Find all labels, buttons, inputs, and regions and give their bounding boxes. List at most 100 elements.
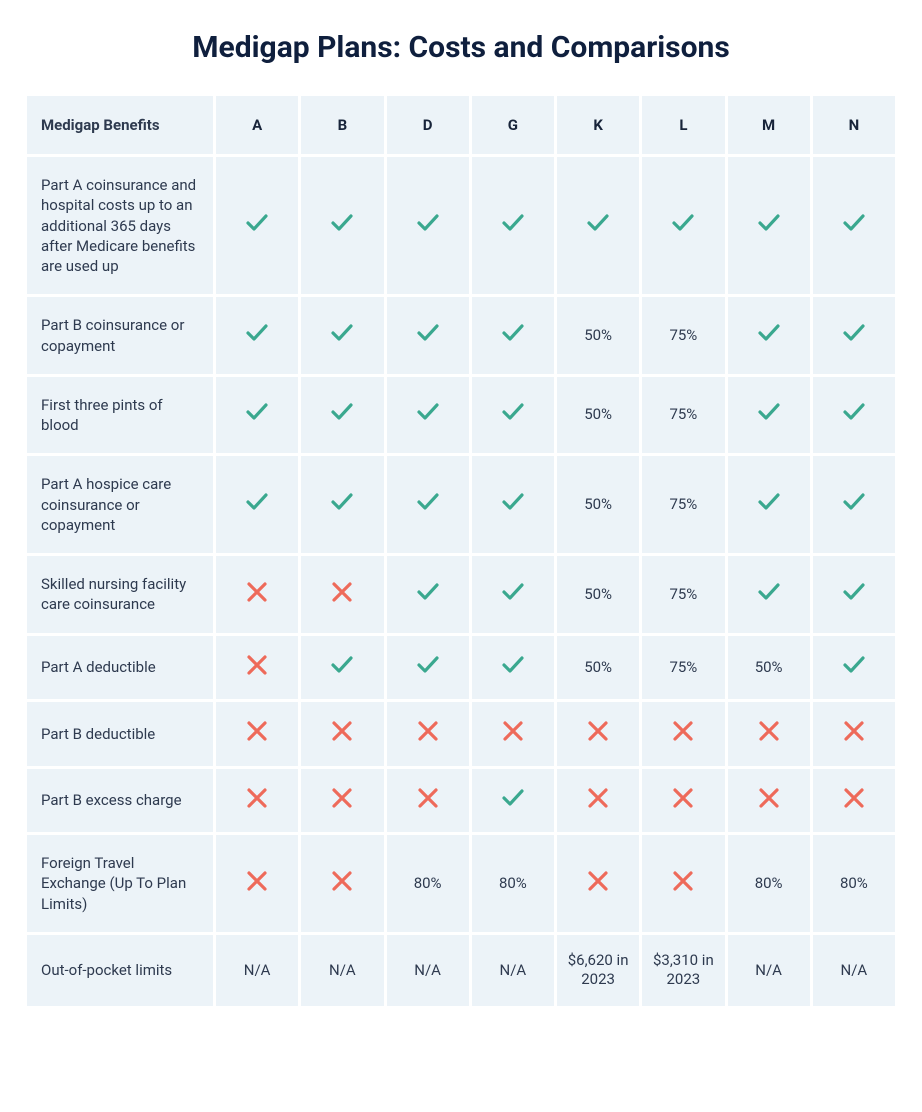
plan-cell <box>642 769 724 833</box>
check-icon <box>756 399 782 425</box>
check-icon <box>415 320 441 346</box>
check-icon <box>415 399 441 425</box>
cross-icon <box>415 718 441 744</box>
page-title: Medigap Plans: Costs and Comparisons <box>24 30 898 65</box>
plan-cell: 50% <box>557 456 639 553</box>
benefit-label: Foreign Travel Exchange (Up To Plan Limi… <box>27 835 213 932</box>
cross-icon <box>585 785 611 811</box>
benefit-label: Part B coinsurance or copayment <box>27 297 213 374</box>
check-icon <box>244 489 270 515</box>
plan-cell: 80% <box>387 835 469 932</box>
check-icon <box>244 399 270 425</box>
table-row: Part A hospice care coinsurance or copay… <box>27 456 895 553</box>
table-row: Part B deductible <box>27 702 895 766</box>
plan-cell <box>813 769 895 833</box>
medigap-table: Medigap Benefits A B D G K L M N Part A … <box>24 93 898 1009</box>
plan-cell <box>216 702 298 766</box>
check-icon <box>500 652 526 678</box>
plan-cell <box>387 636 469 700</box>
plan-cell <box>387 157 469 294</box>
plan-cell <box>216 769 298 833</box>
plan-cell: N/A <box>387 935 469 1006</box>
check-icon <box>585 210 611 236</box>
cross-icon <box>756 785 782 811</box>
plan-cell <box>728 157 810 294</box>
benefit-label: Part B deductible <box>27 702 213 766</box>
table-row: Part A coinsurance and hospital costs up… <box>27 157 895 294</box>
plan-cell: N/A <box>301 935 383 1006</box>
plan-cell: N/A <box>216 935 298 1006</box>
plan-cell <box>728 377 810 454</box>
plan-cell <box>472 377 554 454</box>
plan-cell <box>813 377 895 454</box>
plan-cell <box>642 835 724 932</box>
check-icon <box>670 210 696 236</box>
plan-cell <box>557 702 639 766</box>
check-icon <box>841 210 867 236</box>
table-row: Part B excess charge <box>27 769 895 833</box>
plan-col-N: N <box>813 96 895 154</box>
cross-icon <box>329 785 355 811</box>
cross-icon <box>841 785 867 811</box>
plan-cell <box>813 636 895 700</box>
plan-cell <box>387 702 469 766</box>
table-row: Part B coinsurance or copayment50%75% <box>27 297 895 374</box>
table-row: Part A deductible50%75%50% <box>27 636 895 700</box>
plan-cell: 80% <box>728 835 810 932</box>
plan-cell: 50% <box>557 636 639 700</box>
plan-cell <box>472 297 554 374</box>
check-icon <box>415 652 441 678</box>
cross-icon <box>670 718 696 744</box>
check-icon <box>329 320 355 346</box>
plan-cell: 50% <box>557 556 639 633</box>
plan-cell <box>216 636 298 700</box>
benefit-label: Part A deductible <box>27 636 213 700</box>
cross-icon <box>244 868 270 894</box>
plan-cell <box>301 769 383 833</box>
plan-cell: 80% <box>813 835 895 932</box>
check-icon <box>841 320 867 346</box>
plan-cell <box>216 377 298 454</box>
plan-cell <box>728 297 810 374</box>
plan-cell <box>557 157 639 294</box>
plan-cell: 75% <box>642 556 724 633</box>
check-icon <box>756 320 782 346</box>
plan-cell <box>301 636 383 700</box>
plan-cell: 75% <box>642 377 724 454</box>
check-icon <box>500 579 526 605</box>
plan-cell <box>728 769 810 833</box>
check-icon <box>500 320 526 346</box>
plan-cell: 50% <box>557 377 639 454</box>
table-row: Out-of-pocket limitsN/AN/AN/AN/A$6,620 i… <box>27 935 895 1006</box>
plan-cell: 75% <box>642 636 724 700</box>
benefits-header: Medigap Benefits <box>27 96 213 154</box>
table-row: First three pints of blood 50%75% <box>27 377 895 454</box>
benefit-label: Out-of-pocket limits <box>27 935 213 1006</box>
plan-cell <box>472 702 554 766</box>
check-icon <box>500 210 526 236</box>
check-icon <box>841 652 867 678</box>
plan-cell: 75% <box>642 456 724 553</box>
benefit-label: First three pints of blood <box>27 377 213 454</box>
plan-col-L: L <box>642 96 724 154</box>
benefit-label: Skilled nursing facility care coinsuranc… <box>27 556 213 633</box>
check-icon <box>500 399 526 425</box>
plan-cell <box>813 456 895 553</box>
cross-icon <box>244 652 270 678</box>
check-icon <box>329 399 355 425</box>
plan-cell <box>642 157 724 294</box>
plan-col-A: A <box>216 96 298 154</box>
cross-icon <box>329 718 355 744</box>
cross-icon <box>329 579 355 605</box>
check-icon <box>756 489 782 515</box>
plan-cell: 80% <box>472 835 554 932</box>
plan-cell <box>301 297 383 374</box>
plan-cell <box>387 297 469 374</box>
plan-cell <box>728 456 810 553</box>
plan-cell <box>472 636 554 700</box>
plan-cell <box>216 157 298 294</box>
plan-col-B: B <box>301 96 383 154</box>
cross-icon <box>415 785 441 811</box>
plan-cell <box>557 835 639 932</box>
plan-cell <box>387 377 469 454</box>
